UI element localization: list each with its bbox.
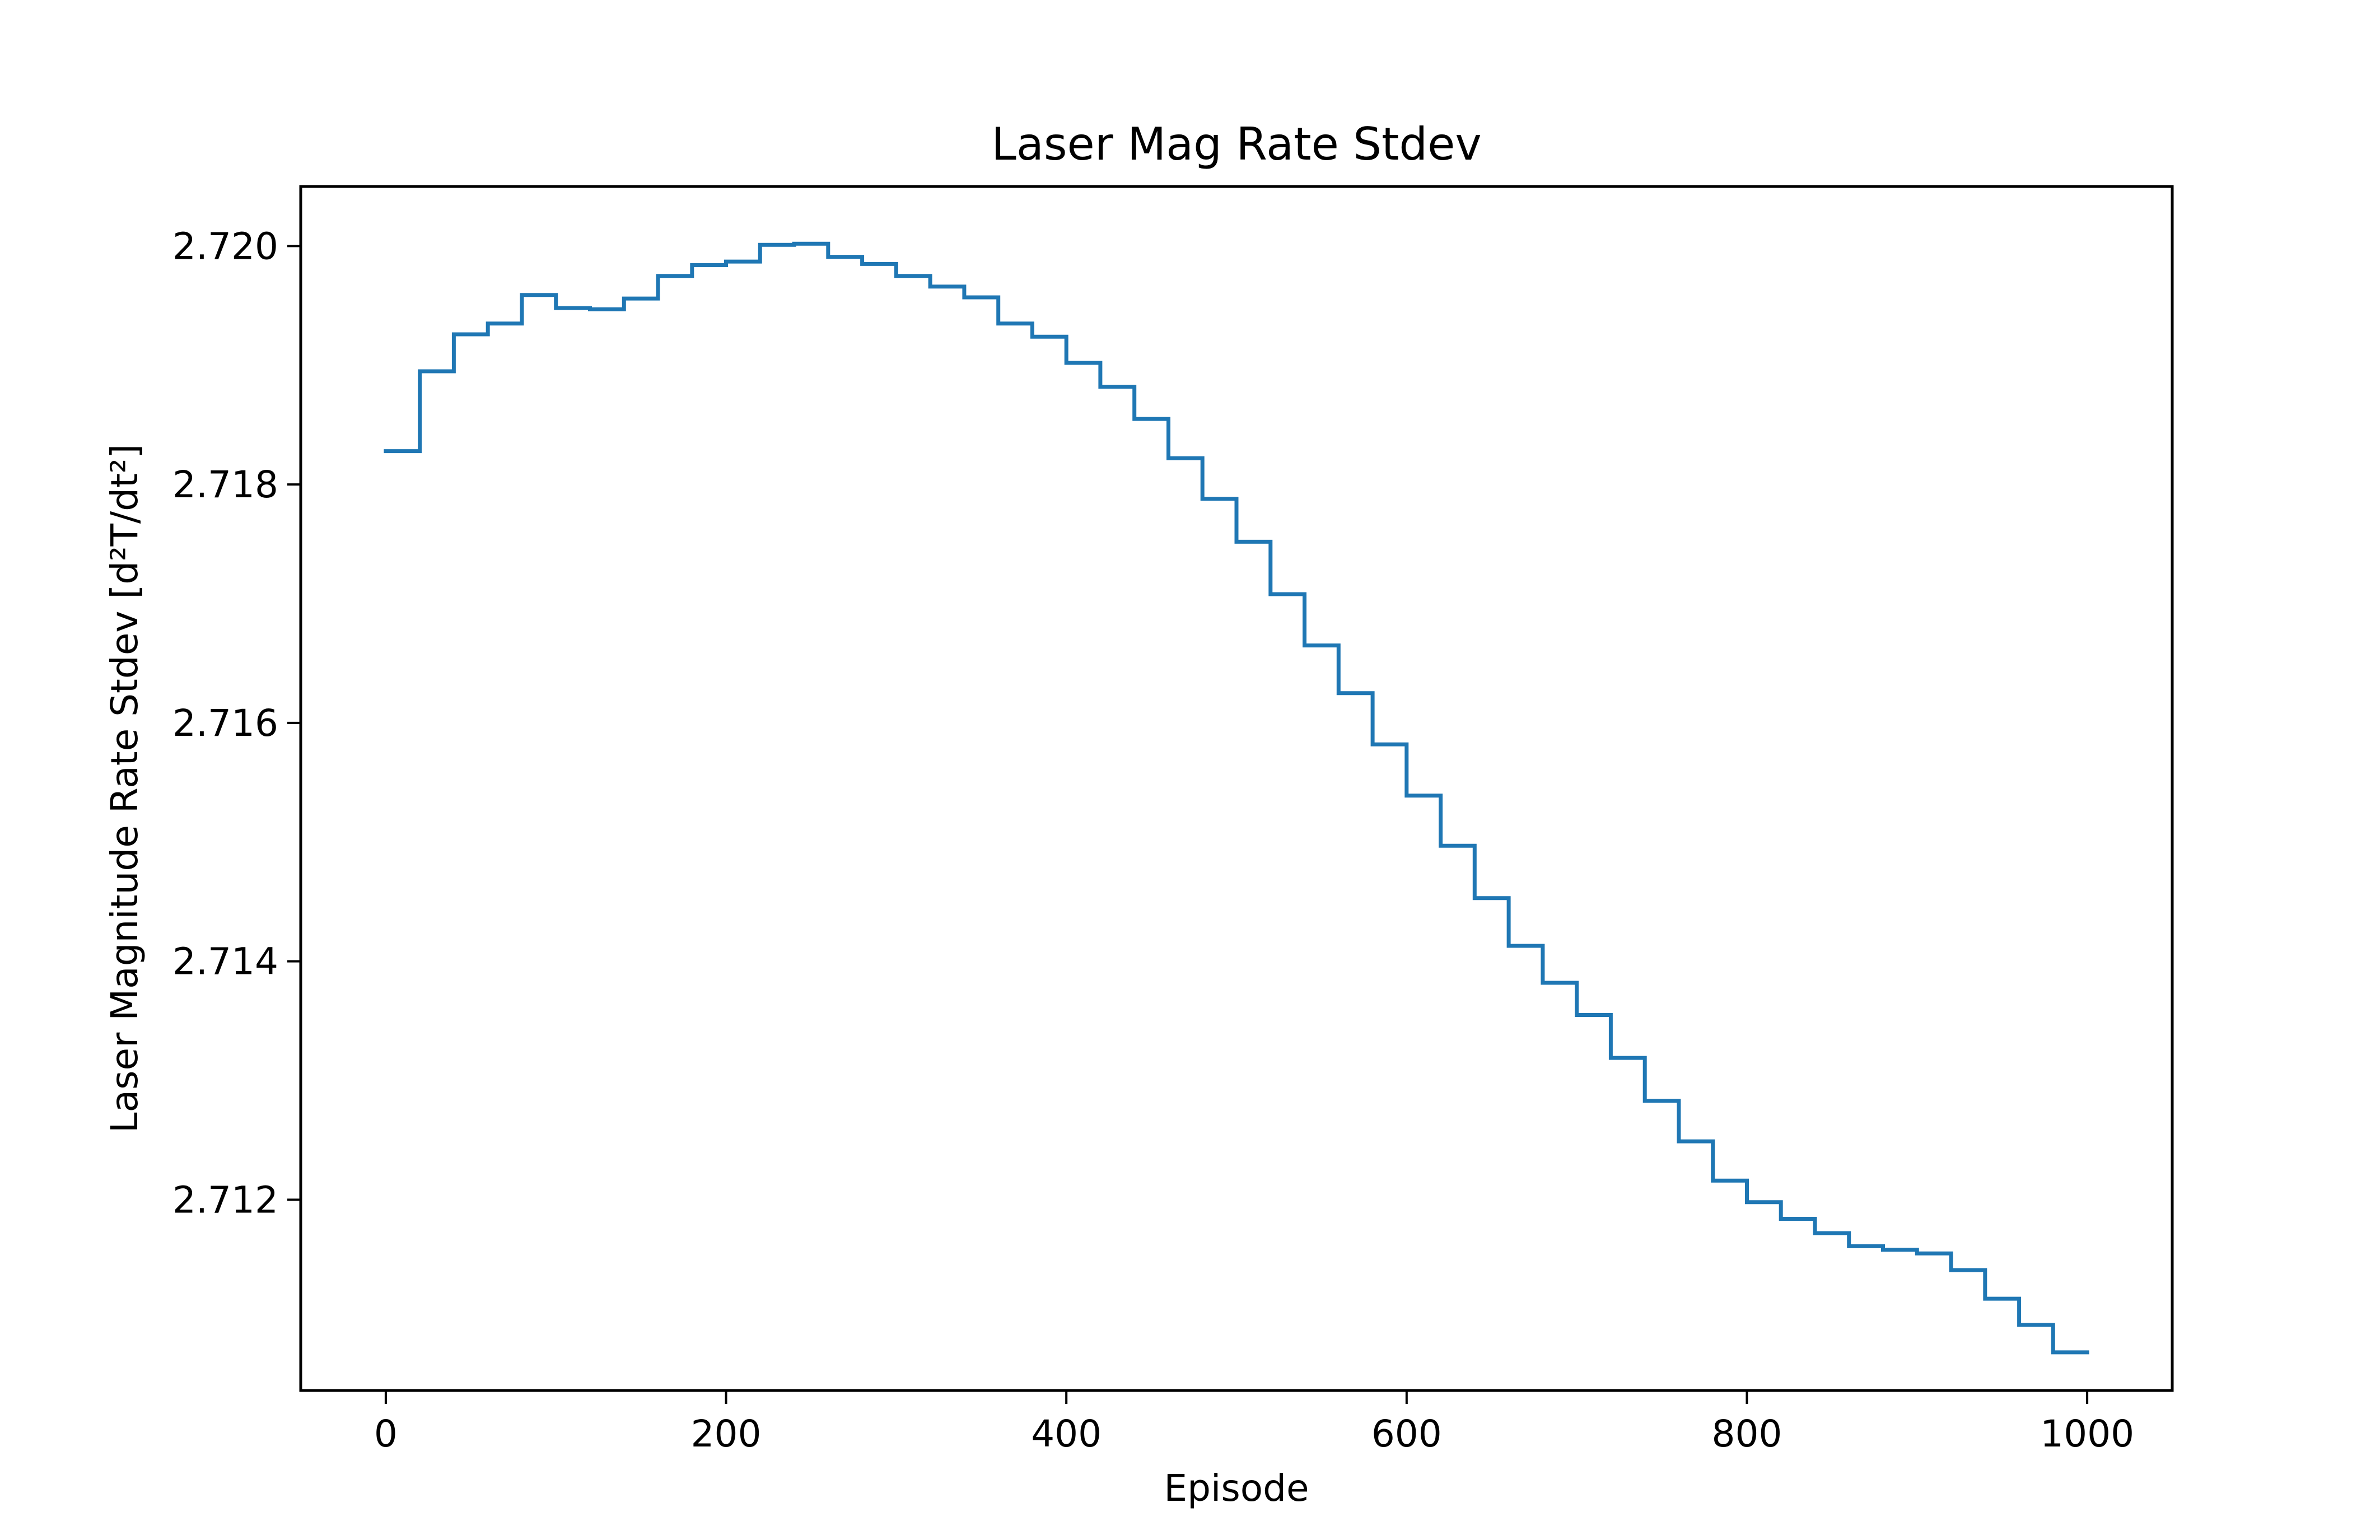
x-tick-label: 200 [691, 1412, 762, 1455]
y-tick-label: 2.720 [172, 225, 278, 268]
series-line [384, 241, 2089, 1355]
y-tick-label: 2.712 [172, 1178, 278, 1221]
x-axis-label: Episode [1164, 1467, 1309, 1510]
x-axis: 0 200 400 600 800 1000 [374, 1390, 2134, 1455]
y-tick-label: 2.718 [172, 463, 278, 506]
y-axis-label: Laser Magnitude Rate Stdev [d²T/dt²] [103, 444, 146, 1133]
y-tick-label: 2.716 [172, 702, 278, 745]
y-tick-label: 2.714 [172, 940, 278, 983]
plot-area [384, 241, 2089, 1355]
axes-frame [299, 185, 2174, 1392]
chart-title: Laser Mag Rate Stdev [991, 118, 1481, 170]
x-tick-label: 400 [1031, 1412, 1102, 1455]
y-axis: 2.712 2.714 2.716 2.718 2.720 [172, 225, 301, 1221]
y-axis-label-text: Laser Magnitude Rate Stdev [d²T/dt²] [103, 444, 146, 1133]
x-tick-label: 800 [1711, 1412, 1782, 1455]
x-tick-label: 0 [374, 1412, 398, 1455]
x-tick-label: 600 [1371, 1412, 1442, 1455]
x-tick-label: 1000 [2040, 1412, 2134, 1455]
